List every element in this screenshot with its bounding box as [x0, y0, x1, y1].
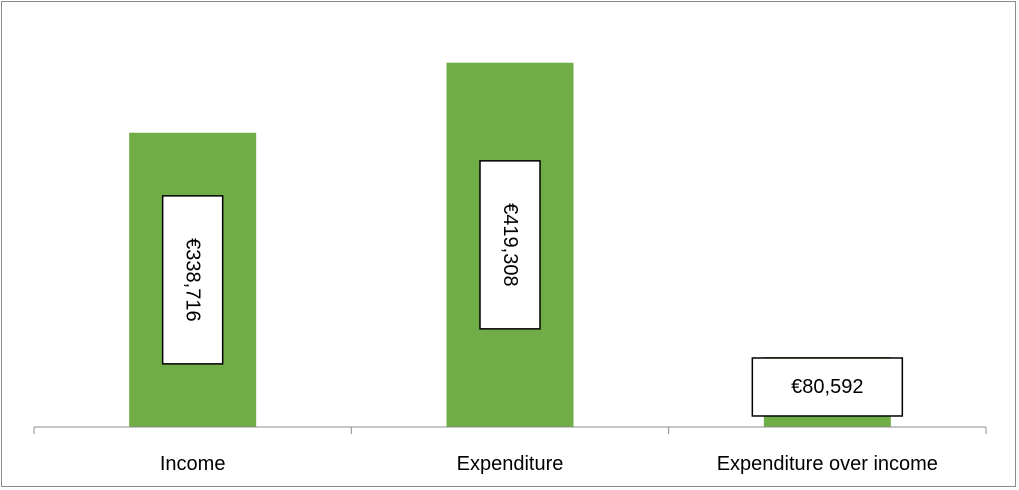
data-labels: €338,716 €419,308 €80,592 — [161, 160, 904, 417]
x-tick-label-income: Income — [160, 453, 226, 475]
data-label-text: €338,716 — [182, 238, 204, 321]
data-label-text: €80,592 — [791, 376, 863, 398]
data-label-text: €419,308 — [499, 203, 521, 286]
x-tick-labels: Income Expenditure Expenditure over income — [160, 453, 938, 475]
x-tick-label-expenditure: Expenditure — [457, 453, 564, 475]
data-label-box — [751, 357, 904, 417]
data-label-box — [479, 160, 541, 330]
data-label-expenditure: €419,308 — [479, 160, 541, 330]
data-label-box — [161, 195, 224, 365]
x-axis — [33, 426, 987, 434]
data-label-expenditure-over-income: €80,592 — [751, 357, 904, 417]
data-label-income: €338,716 — [161, 195, 224, 365]
x-tick-label-expenditure-over-income: Expenditure over income — [717, 453, 938, 475]
